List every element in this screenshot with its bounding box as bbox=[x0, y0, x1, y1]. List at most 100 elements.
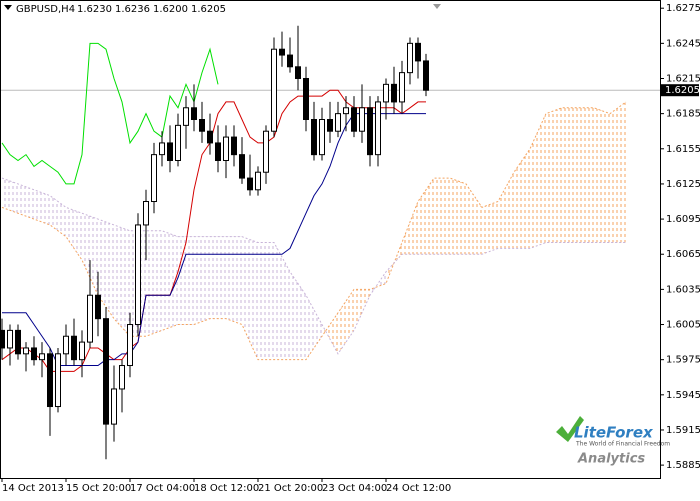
shift-marker bbox=[433, 4, 441, 9]
cloud-segment bbox=[18, 183, 34, 220]
menu-arrow[interactable] bbox=[4, 5, 12, 10]
candle-body bbox=[55, 353, 61, 408]
cloud-segment bbox=[242, 236, 258, 360]
x-tick-label: 18 Oct 12:00 bbox=[194, 483, 259, 494]
candle-body bbox=[95, 294, 101, 320]
candle-body bbox=[151, 154, 157, 203]
logo-tagline: The World of Financial Freedom bbox=[575, 441, 670, 448]
candle-body bbox=[199, 119, 205, 132]
candle-body bbox=[31, 347, 37, 361]
candle-body bbox=[103, 318, 109, 425]
cloud-segment bbox=[226, 236, 242, 325]
candle-body bbox=[183, 107, 189, 126]
candle-body bbox=[271, 48, 277, 132]
y-tick-label: 1.6125 bbox=[666, 179, 700, 190]
candle-body bbox=[63, 335, 69, 355]
cloud-segment bbox=[162, 230, 178, 331]
candle-body bbox=[367, 107, 373, 156]
cloud-segment bbox=[578, 107, 594, 243]
candle-body bbox=[375, 101, 381, 156]
y-tick-label: 1.5885 bbox=[666, 460, 700, 471]
cloud-segment bbox=[210, 236, 226, 319]
ohlc-high: 1.6236 bbox=[115, 4, 150, 15]
cloud-segment bbox=[178, 236, 194, 325]
candle-body bbox=[143, 201, 149, 226]
candle-body bbox=[223, 136, 229, 162]
y-tick-label: 1.6215 bbox=[666, 73, 700, 84]
candle-body bbox=[111, 388, 117, 425]
y-tick-label: 1.6245 bbox=[666, 38, 700, 49]
candle-body bbox=[119, 365, 125, 390]
candle-body bbox=[247, 177, 253, 191]
cloud-segment bbox=[402, 201, 418, 255]
candle-body bbox=[127, 324, 133, 367]
candle-body bbox=[407, 42, 413, 74]
cloud-segment bbox=[610, 101, 626, 243]
cloud-segment bbox=[290, 271, 306, 360]
cloud-segment bbox=[34, 189, 50, 225]
y-tick-label: 1.5945 bbox=[666, 390, 700, 401]
candle-body bbox=[231, 136, 237, 156]
candle-body bbox=[135, 224, 141, 326]
cloud-segment bbox=[146, 230, 162, 337]
cloud-segment bbox=[338, 289, 354, 354]
candle-body bbox=[335, 113, 341, 132]
cloud-span-b bbox=[1, 177, 626, 355]
candle-body bbox=[423, 60, 429, 91]
cloud-segment bbox=[530, 113, 546, 249]
last-price-box bbox=[661, 84, 699, 97]
cloud-segment bbox=[482, 201, 498, 255]
symbol: GBPUSD,H4 bbox=[16, 4, 75, 15]
logo-box bbox=[548, 412, 656, 472]
y-tick-label: 1.6095 bbox=[666, 214, 700, 225]
x-tick-label: 14 Oct 2013 bbox=[2, 483, 64, 494]
cloud-segment bbox=[322, 312, 338, 354]
candle-body bbox=[207, 130, 213, 144]
y-tick-label: 1.5975 bbox=[666, 355, 700, 366]
cloud-segment bbox=[98, 219, 114, 319]
cloud-segment bbox=[306, 295, 322, 360]
candle-body bbox=[47, 353, 53, 408]
candle-body bbox=[263, 130, 269, 173]
candle-body bbox=[239, 154, 245, 179]
candle-body bbox=[175, 124, 181, 162]
candle-body bbox=[303, 77, 309, 120]
y-tick-label: 1.5915 bbox=[666, 425, 700, 436]
logo-brand: LiteForex bbox=[574, 424, 654, 442]
candle-body bbox=[295, 66, 301, 79]
x-tick-label: 17 Oct 04:00 bbox=[130, 483, 195, 494]
cloud-segment bbox=[418, 178, 434, 255]
candle-body bbox=[327, 119, 333, 132]
candle-body bbox=[87, 294, 93, 343]
candle-body bbox=[79, 341, 85, 361]
candle-body bbox=[215, 142, 221, 162]
cloud-segment bbox=[194, 236, 210, 325]
candle-body bbox=[15, 329, 21, 355]
cloud-segment bbox=[562, 107, 578, 243]
cloud-segment bbox=[594, 107, 610, 243]
plot-frame bbox=[0, 0, 661, 479]
cloud-segment bbox=[354, 289, 370, 331]
logo-icon bbox=[556, 416, 584, 442]
candle-body bbox=[23, 347, 29, 355]
x-tick-label: 15 Oct 20:00 bbox=[66, 483, 131, 494]
candle-body bbox=[399, 72, 405, 103]
plot-area bbox=[0, 25, 660, 460]
cloud-segment bbox=[450, 178, 466, 255]
ohlc-low: 1.6200 bbox=[153, 4, 188, 15]
candle-body bbox=[167, 142, 173, 162]
candle-body bbox=[383, 83, 389, 103]
cloud-segment bbox=[50, 195, 66, 237]
x-tick-label: 24 Oct 12:00 bbox=[386, 483, 451, 494]
y-tick-label: 1.6185 bbox=[666, 109, 700, 120]
ohlc-close: 1.6205 bbox=[191, 4, 226, 15]
y-tick-label: 1.6035 bbox=[666, 284, 700, 295]
cloud-segment bbox=[82, 213, 98, 296]
candle-body bbox=[351, 107, 357, 132]
candle-body bbox=[159, 142, 165, 156]
y-tick-label: 1.6005 bbox=[666, 320, 700, 331]
candle-body bbox=[39, 353, 45, 361]
candle-body bbox=[311, 119, 317, 156]
cloud-segment bbox=[434, 178, 450, 255]
